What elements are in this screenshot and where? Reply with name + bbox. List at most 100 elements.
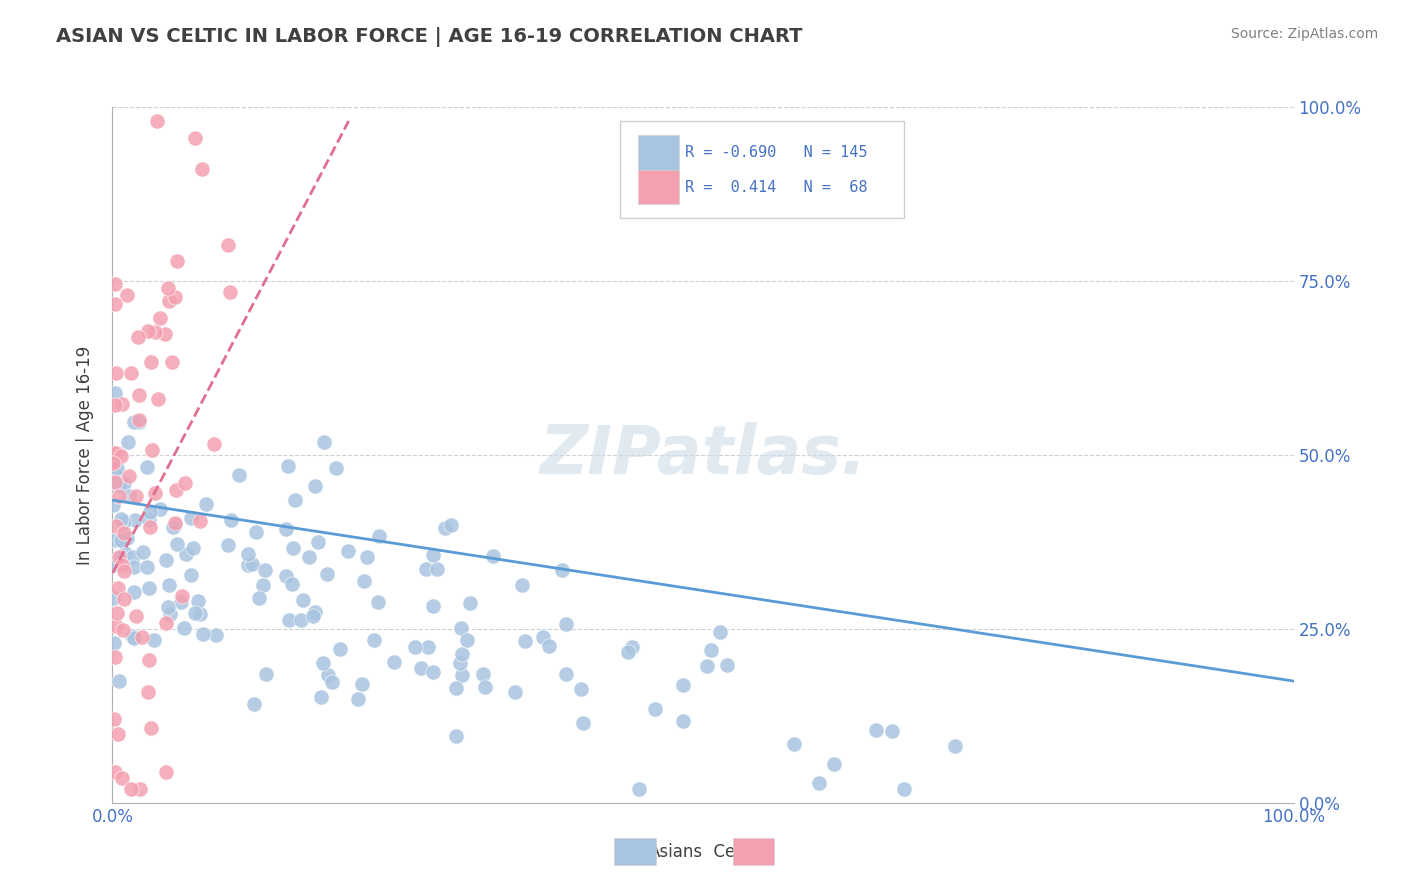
Point bbox=[482, 549, 505, 563]
Point bbox=[321, 674, 343, 689]
Point bbox=[103, 455, 125, 469]
Point bbox=[104, 650, 127, 665]
Point bbox=[367, 595, 389, 609]
Point bbox=[503, 685, 526, 699]
Point bbox=[184, 606, 207, 620]
Point bbox=[127, 330, 149, 344]
Point bbox=[325, 461, 347, 475]
Point bbox=[382, 655, 405, 669]
Point bbox=[290, 613, 312, 627]
Point bbox=[513, 633, 536, 648]
Point bbox=[118, 468, 141, 483]
Point bbox=[243, 697, 266, 711]
Point bbox=[111, 558, 134, 573]
Point bbox=[103, 591, 125, 606]
Point bbox=[253, 563, 276, 577]
Point bbox=[569, 681, 592, 696]
Point bbox=[104, 386, 127, 401]
Point bbox=[551, 563, 574, 577]
Text: ZIPatlas.: ZIPatlas. bbox=[540, 422, 866, 488]
Point bbox=[157, 293, 180, 308]
Point bbox=[145, 326, 167, 340]
Point bbox=[554, 667, 576, 681]
Point bbox=[284, 493, 307, 508]
Point bbox=[115, 531, 138, 545]
Point bbox=[105, 533, 128, 548]
Point bbox=[302, 608, 325, 623]
Point bbox=[101, 456, 124, 470]
Point bbox=[405, 640, 427, 654]
Point bbox=[111, 771, 134, 785]
Point bbox=[111, 397, 134, 411]
Point bbox=[444, 730, 467, 744]
Point bbox=[202, 437, 225, 451]
Point bbox=[291, 593, 314, 607]
FancyBboxPatch shape bbox=[638, 135, 679, 169]
Point bbox=[880, 723, 903, 738]
Point bbox=[893, 781, 915, 796]
Point bbox=[943, 739, 966, 753]
Point bbox=[191, 161, 214, 176]
Point bbox=[280, 577, 302, 591]
Point bbox=[217, 237, 239, 252]
Point bbox=[309, 690, 332, 704]
Point bbox=[254, 667, 277, 681]
Point bbox=[460, 596, 482, 610]
Point bbox=[103, 636, 125, 650]
Point bbox=[188, 607, 211, 621]
Point bbox=[108, 550, 131, 565]
Point bbox=[346, 692, 368, 706]
Point bbox=[195, 497, 218, 511]
Point bbox=[107, 479, 129, 493]
Point bbox=[276, 569, 298, 583]
Point bbox=[115, 288, 138, 302]
Point bbox=[110, 549, 132, 564]
Point bbox=[554, 617, 576, 632]
Point bbox=[141, 443, 163, 458]
Point bbox=[415, 561, 437, 575]
Point bbox=[304, 605, 326, 619]
Point bbox=[180, 511, 202, 525]
Point bbox=[105, 461, 128, 475]
Point bbox=[125, 489, 148, 503]
Point bbox=[120, 366, 142, 380]
Point bbox=[510, 578, 533, 592]
Point bbox=[716, 657, 738, 672]
Point bbox=[111, 624, 134, 638]
Point bbox=[367, 529, 389, 543]
Point bbox=[219, 513, 242, 527]
Point bbox=[122, 549, 145, 564]
Point bbox=[696, 659, 718, 673]
Point bbox=[114, 475, 136, 490]
Point bbox=[117, 434, 139, 449]
Point bbox=[124, 632, 146, 646]
Point bbox=[298, 549, 321, 564]
Point bbox=[228, 468, 250, 483]
Point bbox=[155, 615, 177, 630]
Point bbox=[121, 629, 143, 643]
Point bbox=[105, 618, 128, 632]
Point bbox=[138, 653, 160, 667]
Point bbox=[165, 516, 187, 530]
Point bbox=[356, 549, 378, 564]
Point bbox=[709, 624, 731, 639]
Point bbox=[166, 537, 188, 551]
Point bbox=[672, 714, 695, 728]
Point bbox=[277, 459, 299, 474]
Point bbox=[572, 715, 595, 730]
Point bbox=[422, 665, 444, 680]
Point bbox=[314, 435, 336, 450]
Point bbox=[142, 632, 165, 647]
Point bbox=[205, 627, 228, 641]
Point bbox=[155, 765, 177, 780]
Point bbox=[456, 633, 478, 648]
Point bbox=[304, 479, 326, 493]
Point bbox=[118, 489, 141, 503]
Point bbox=[124, 514, 146, 528]
Point bbox=[329, 642, 352, 657]
Point bbox=[146, 392, 169, 407]
Point bbox=[165, 483, 187, 498]
Point bbox=[120, 781, 142, 796]
Point bbox=[422, 548, 444, 562]
FancyBboxPatch shape bbox=[638, 169, 679, 204]
